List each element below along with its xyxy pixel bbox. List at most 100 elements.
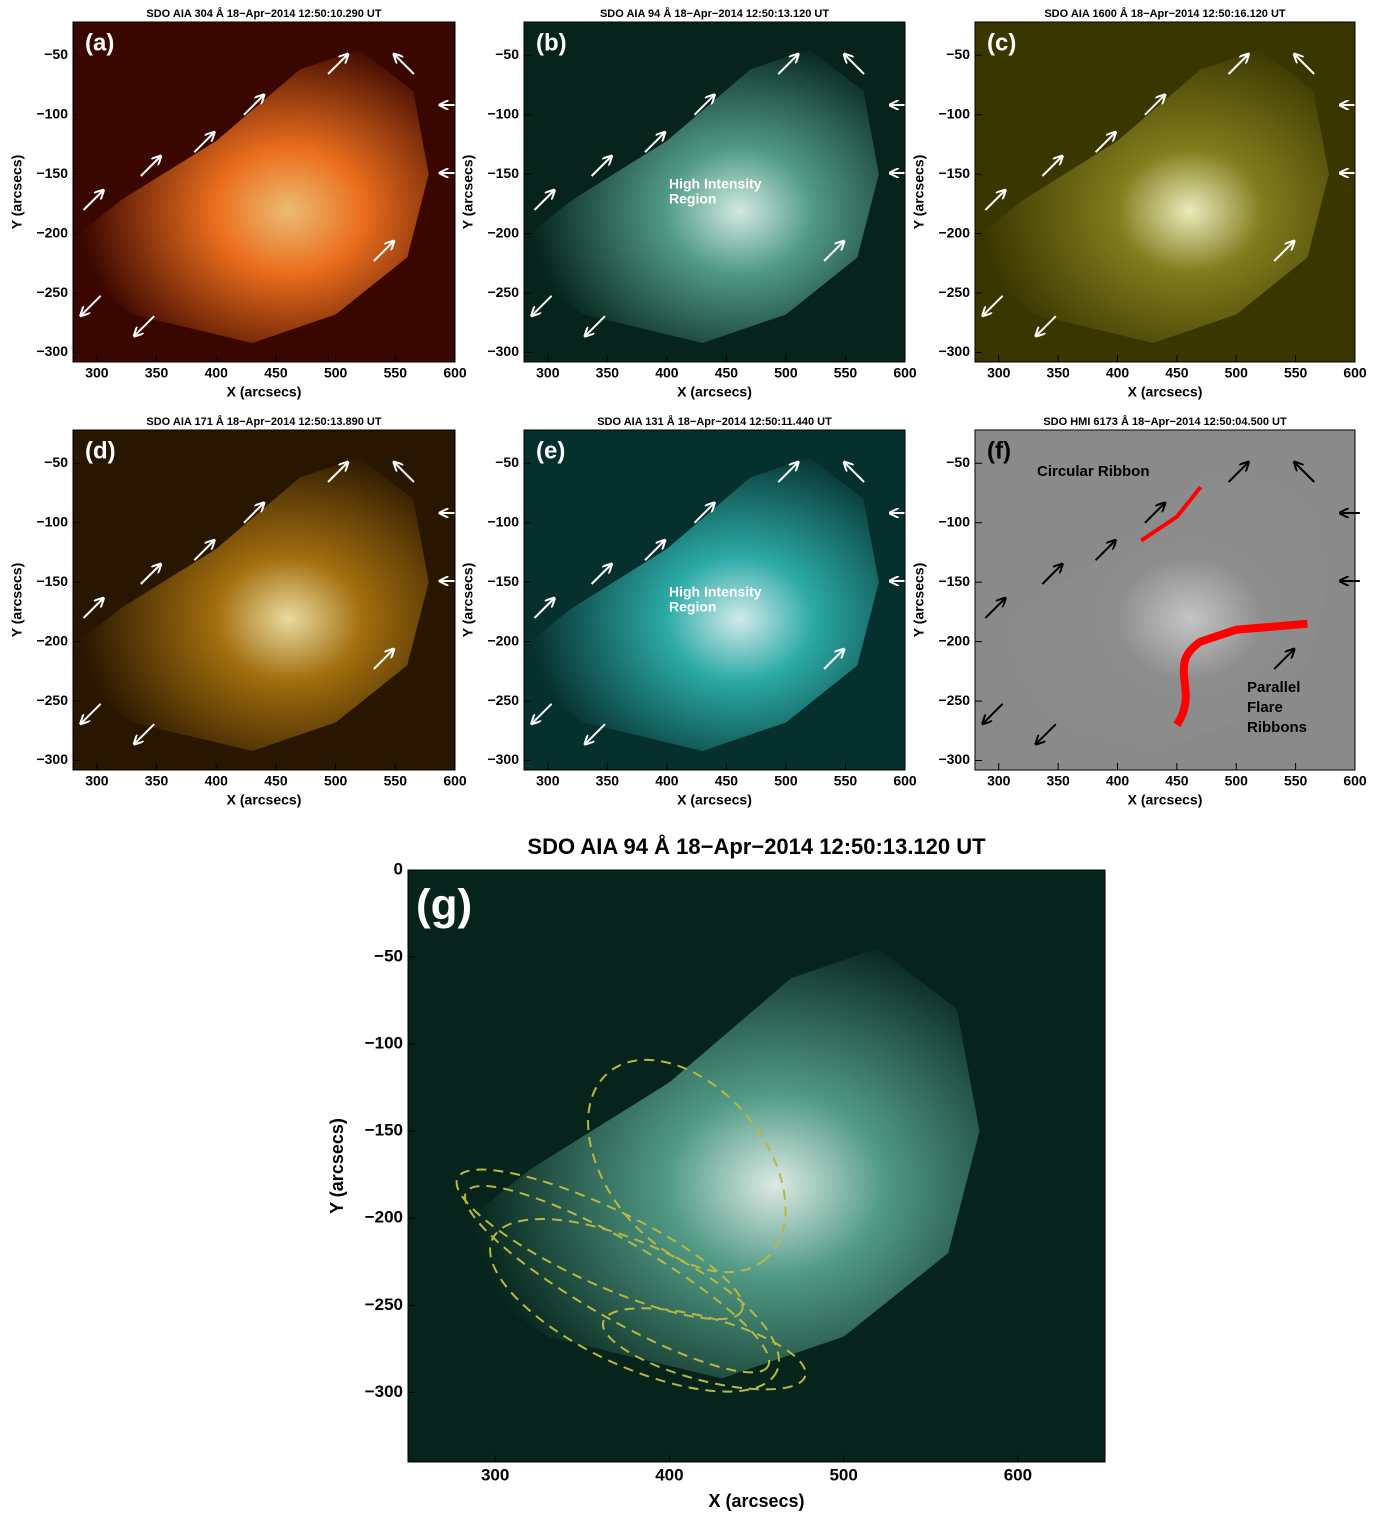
panel-title: SDO AIA 171 Å 18−Apr−2014 12:50:13.890 U… — [146, 415, 381, 428]
y-tick-label: −300 — [365, 1382, 403, 1401]
x-axis-label: X (arcsecs) — [677, 384, 752, 400]
panel-label: (c) — [987, 29, 1016, 56]
y-axis-label: Y (arcsecs) — [9, 155, 25, 229]
x-tick-label: 350 — [145, 365, 169, 381]
x-tick-label: 450 — [264, 365, 288, 381]
y-tick-label: −50 — [44, 46, 68, 62]
panel-title: SDO AIA 304 Å 18−Apr−2014 12:50:10.290 U… — [146, 7, 381, 20]
x-tick-label: 300 — [481, 1465, 509, 1484]
y-tick-label: −50 — [44, 454, 68, 470]
x-tick-label: 600 — [1343, 773, 1367, 789]
x-axis-label: X (arcsecs) — [677, 792, 752, 808]
x-axis-label: X (arcsecs) — [227, 384, 302, 400]
y-tick-label: −250 — [938, 692, 970, 708]
y-tick-label: −250 — [365, 1295, 403, 1314]
x-tick-label: 500 — [1225, 365, 1249, 381]
x-tick-label: 400 — [655, 773, 679, 789]
x-tick-label: 400 — [205, 773, 229, 789]
annotation: Region — [669, 599, 716, 615]
panel-title: SDO AIA 131 Å 18−Apr−2014 12:50:11.440 U… — [597, 415, 832, 428]
x-tick-label: 400 — [655, 1465, 683, 1484]
panel-label: (f) — [987, 437, 1011, 464]
y-tick-label: −150 — [487, 165, 519, 181]
x-tick-label: 600 — [443, 365, 467, 381]
x-tick-label: 550 — [1284, 365, 1308, 381]
x-tick-label: 500 — [324, 365, 348, 381]
y-tick-label: 0 — [394, 859, 403, 878]
y-tick-label: −200 — [938, 224, 970, 240]
y-tick-label: −100 — [487, 513, 519, 529]
y-tick-label: −150 — [938, 573, 970, 589]
y-tick-label: −200 — [487, 632, 519, 648]
x-tick-label: 500 — [774, 365, 798, 381]
x-tick-label: 550 — [834, 365, 858, 381]
y-tick-label: −150 — [36, 573, 68, 589]
y-axis-label: Y (arcsecs) — [911, 563, 927, 637]
y-tick-label: −250 — [487, 284, 519, 300]
x-tick-label: 600 — [893, 365, 917, 381]
annotation: High Intensity — [669, 176, 762, 192]
x-tick-label: 400 — [205, 365, 229, 381]
y-tick-label: −200 — [36, 224, 68, 240]
x-tick-label: 350 — [596, 773, 620, 789]
x-tick-label: 600 — [1343, 365, 1367, 381]
y-tick-label: −100 — [36, 513, 68, 529]
y-tick-label: −300 — [487, 343, 519, 359]
panel-title: SDO AIA 1600 Å 18−Apr−2014 12:50:16.120 … — [1044, 7, 1286, 20]
y-tick-label: −300 — [938, 343, 970, 359]
y-tick-label: −250 — [36, 692, 68, 708]
y-tick-label: −150 — [365, 1121, 403, 1140]
x-tick-label: 500 — [1225, 773, 1249, 789]
panel-label: (g) — [416, 881, 472, 930]
x-tick-label: 450 — [715, 773, 739, 789]
x-tick-label: 350 — [1046, 773, 1070, 789]
panel-title: SDO HMI 6173 Å 18−Apr−2014 12:50:04.500 … — [1043, 415, 1287, 428]
y-axis-label: Y (arcsecs) — [911, 155, 927, 229]
y-axis-label: Y (arcsecs) — [460, 155, 476, 229]
y-tick-label: −300 — [938, 751, 970, 767]
y-tick-label: −250 — [487, 692, 519, 708]
x-tick-label: 550 — [384, 773, 408, 789]
y-axis-label: Y (arcsecs) — [327, 1118, 347, 1214]
y-tick-label: −50 — [946, 46, 970, 62]
y-tick-label: −200 — [487, 224, 519, 240]
y-tick-label: −300 — [36, 751, 68, 767]
annotation: High Intensity — [669, 584, 762, 600]
y-tick-label: −150 — [36, 165, 68, 181]
y-tick-label: −50 — [374, 947, 403, 966]
x-tick-label: 350 — [1046, 365, 1070, 381]
y-tick-label: −150 — [938, 165, 970, 181]
x-axis-label: X (arcsecs) — [1128, 792, 1203, 808]
y-tick-label: −200 — [36, 632, 68, 648]
y-tick-label: −100 — [36, 105, 68, 121]
y-tick-label: −100 — [938, 513, 970, 529]
annotation: Parallel — [1247, 679, 1300, 696]
x-tick-label: 300 — [987, 773, 1011, 789]
x-tick-label: 600 — [893, 773, 917, 789]
panel-title: SDO AIA 94 Å 18−Apr−2014 12:50:13.120 UT — [527, 833, 986, 859]
y-tick-label: −200 — [365, 1208, 403, 1227]
x-tick-label: 450 — [1165, 773, 1189, 789]
annotation: Flare — [1247, 699, 1283, 716]
panel-title: SDO AIA 94 Å 18−Apr−2014 12:50:13.120 UT — [600, 7, 829, 20]
x-axis-label: X (arcsecs) — [227, 792, 302, 808]
x-tick-label: 350 — [596, 365, 620, 381]
x-axis-label: X (arcsecs) — [708, 1491, 804, 1511]
panel-label: (a) — [85, 29, 114, 56]
annotation: Circular Ribbon — [1037, 463, 1150, 480]
annotation: Region — [669, 191, 716, 207]
figure: SDO AIA 304 Å 18−Apr−2014 12:50:10.290 U… — [0, 0, 1387, 1516]
x-tick-label: 300 — [536, 773, 560, 789]
y-tick-label: −50 — [495, 46, 519, 62]
x-tick-label: 450 — [1165, 365, 1189, 381]
x-tick-label: 450 — [264, 773, 288, 789]
x-axis-label: X (arcsecs) — [1128, 384, 1203, 400]
x-tick-label: 500 — [829, 1465, 857, 1484]
y-tick-label: −250 — [36, 284, 68, 300]
x-tick-label: 600 — [1004, 1465, 1032, 1484]
x-tick-label: 400 — [655, 365, 679, 381]
x-tick-label: 500 — [324, 773, 348, 789]
annotation: Ribbons — [1247, 719, 1307, 736]
y-tick-label: −150 — [487, 573, 519, 589]
x-tick-label: 550 — [834, 773, 858, 789]
